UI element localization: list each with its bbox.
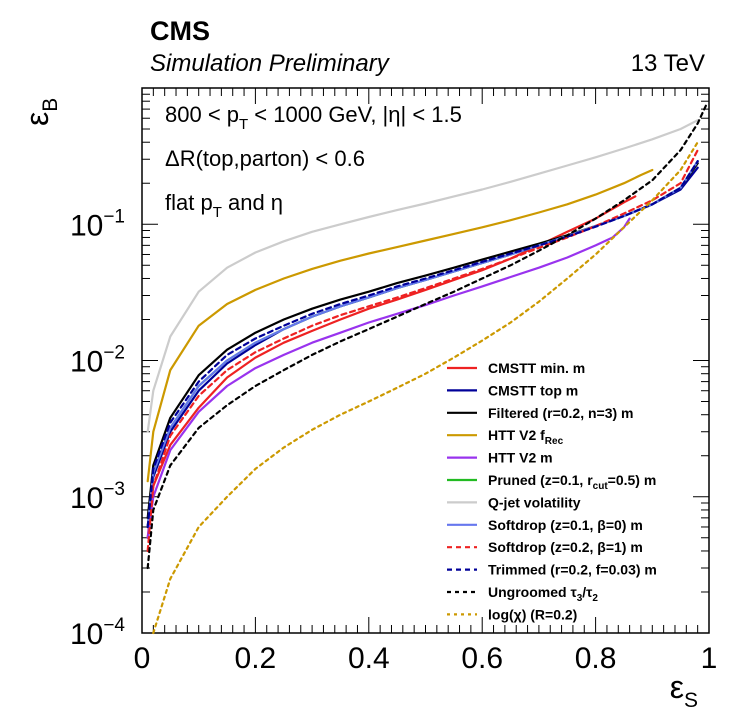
- series-line-softdrop1: [146, 149, 699, 553]
- y-tick-label: 10−3: [70, 479, 125, 515]
- series-group: [146, 103, 708, 635]
- series-line-trimmed: [146, 160, 699, 529]
- annotation-flat: flat pT and η: [165, 190, 283, 221]
- y-tick-label: 10−2: [70, 343, 125, 379]
- x-tick-label: 0.8: [575, 642, 617, 675]
- legend-label-logchi: log(χ) (R=0.2): [488, 606, 577, 622]
- x-tick-label: 0.6: [461, 642, 503, 675]
- legend-label-pruned: Pruned (z=0.1, rcut=0.5) m: [488, 472, 656, 492]
- series-line-logchi: [152, 141, 699, 635]
- legend-label-filtered: Filtered (r=0.2, n=3) m: [488, 405, 634, 421]
- y-axis-label: εB: [19, 98, 62, 126]
- energy-label: 13 TeV: [630, 50, 705, 77]
- legend-label-cmstt_top: CMSTT top m: [488, 382, 578, 398]
- annotation-delta-r: ΔR(top,parton) < 0.6: [165, 146, 365, 171]
- y-tick-label: 10−4: [70, 615, 125, 651]
- axis-ticks: 0 0.2 0.4 0.6 0.8 1 10−1 10−2 10−3 10−4: [70, 88, 717, 675]
- experiment-label: CMS: [150, 16, 210, 46]
- x-tick-label: 0.2: [235, 642, 277, 675]
- legend-label-qjet: Q-jet volatility: [488, 494, 581, 510]
- legend-label-softdrop1: Softdrop (z=0.2, β=1) m: [488, 539, 643, 555]
- y-tick-label: 10−1: [70, 206, 125, 242]
- x-tick-label: 0: [134, 642, 151, 675]
- x-axis-label: εS: [670, 669, 698, 712]
- series-line-htt_frec: [146, 168, 654, 483]
- status-label: Simulation Preliminary: [150, 50, 389, 77]
- legend-label-cmstt_min: CMSTT min. m: [488, 360, 585, 376]
- series-line-cmstt_min: [146, 195, 637, 539]
- legend-label-tau32: Ungroomed τ3/τ2: [488, 584, 598, 604]
- series-line-qjet: [146, 119, 699, 433]
- annotations: 800 < pT < 1000 GeV, |η| < 1.5 ΔR(top,par…: [165, 102, 462, 221]
- x-tick-label: 1: [701, 642, 718, 675]
- legend-label-htt_frec: HTT V2 fRec: [488, 427, 564, 447]
- axis-labels: εS εB: [19, 98, 698, 712]
- legend-label-htt_m: HTT V2 m: [488, 450, 553, 466]
- legend-label-trimmed: Trimmed (r=0.2, f=0.03) m: [488, 562, 657, 578]
- legend: CMSTT min. m CMSTT top m Filtered (r=0.2, …: [447, 360, 657, 622]
- series-line-tau32: [146, 103, 708, 570]
- legend-label-softdrop0: Softdrop (z=0.1, β=0) m: [488, 517, 643, 533]
- x-tick-label: 0.4: [348, 642, 390, 675]
- series-line-htt_m: [146, 217, 631, 539]
- annotation-pt-range: 800 < pT < 1000 GeV, |η| < 1.5: [165, 102, 462, 133]
